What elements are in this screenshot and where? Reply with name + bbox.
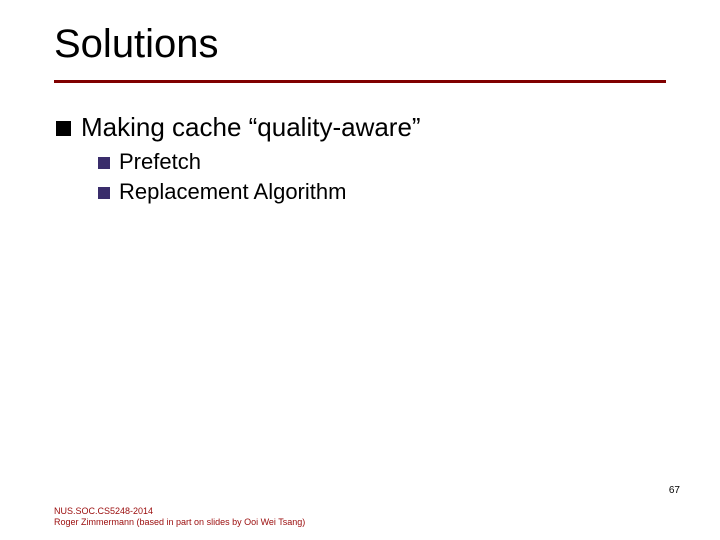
- square-bullet-icon: [98, 187, 110, 199]
- title-underline: [54, 80, 666, 83]
- slide: Solutions Making cache “quality-aware” P…: [0, 0, 720, 540]
- slide-body: Making cache “quality-aware” Prefetch Re…: [56, 112, 666, 209]
- slide-footer: NUS.SOC.CS5248-2014 Roger Zimmermann (ba…: [54, 506, 305, 529]
- footer-line-1: NUS.SOC.CS5248-2014: [54, 506, 305, 517]
- bullet-level1-text: Making cache “quality-aware”: [81, 112, 421, 143]
- square-bullet-icon: [98, 157, 110, 169]
- slide-title: Solutions: [54, 22, 219, 67]
- bullet-level2-text: Prefetch: [119, 149, 201, 175]
- bullet-level2-text: Replacement Algorithm: [119, 179, 346, 205]
- page-number: 67: [669, 485, 680, 496]
- bullet-level2: Replacement Algorithm: [98, 179, 666, 205]
- square-bullet-icon: [56, 121, 71, 136]
- footer-line-2: Roger Zimmermann (based in part on slide…: [54, 517, 305, 528]
- bullet-level1: Making cache “quality-aware”: [56, 112, 666, 143]
- bullet-level2: Prefetch: [98, 149, 666, 175]
